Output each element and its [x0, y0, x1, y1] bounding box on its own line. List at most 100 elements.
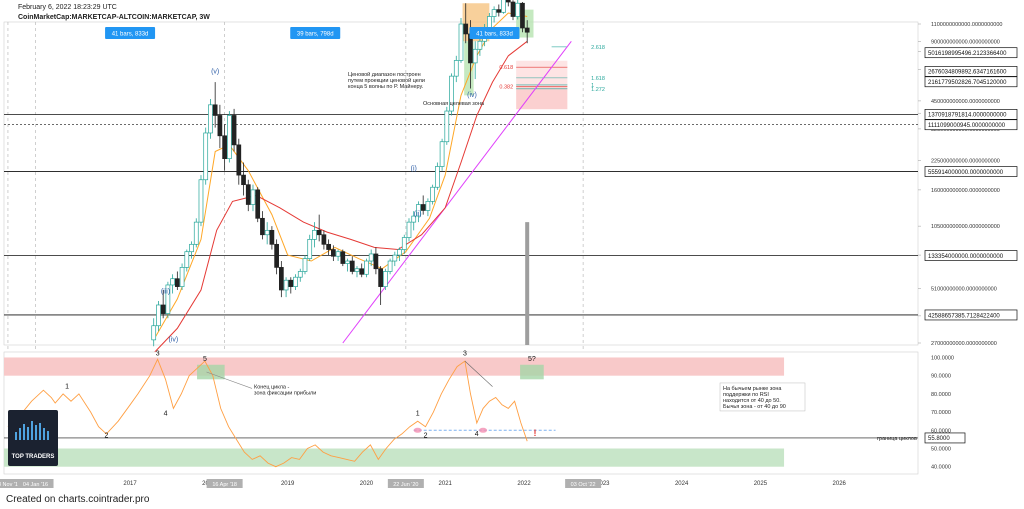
candle	[174, 271, 180, 290]
candle	[439, 138, 445, 171]
rsi-tick-label: 50.0000	[931, 447, 951, 453]
candle	[283, 277, 289, 298]
candle	[160, 289, 166, 319]
footer-credit: Created on charts.cointrader.pro	[6, 494, 150, 505]
wave-label: (iv)	[467, 92, 477, 99]
annotation-rsi-support: Бычья зона - от 40 до 90	[723, 404, 786, 410]
range-callout-label: 41 bars, 833d	[112, 32, 149, 38]
candle-body	[463, 23, 469, 35]
rsi-chart: 1 2 3 4 5 1 2 3 4 5? Конец цикла -зона фиксации пр…	[3, 351, 966, 475]
date-tag: 22 Jun '20	[393, 482, 418, 488]
candle-body	[477, 40, 483, 50]
candle-body	[439, 141, 445, 167]
candle	[345, 258, 350, 272]
range-callout-label: 41 bars, 833d	[476, 32, 513, 38]
rsi-tick-label: 70.0000	[931, 410, 951, 416]
fib-zone-lower	[516, 86, 568, 110]
candle	[401, 234, 407, 254]
logo-bars-icon	[15, 421, 49, 440]
fib-label-1: 1	[591, 83, 594, 89]
candle	[269, 226, 275, 250]
candle-body	[189, 243, 194, 253]
annotation-cycle-boundary: граница циклов	[877, 436, 917, 442]
price-label-box	[924, 250, 1018, 261]
candle-body	[241, 174, 246, 186]
price-label-box	[924, 76, 1018, 88]
rsi-wave-label: 1	[65, 383, 69, 390]
candle-body	[208, 104, 213, 134]
candle	[288, 277, 294, 294]
candle	[425, 198, 431, 217]
annotation-cycle-end: Конец цикла -	[254, 385, 290, 391]
price-label: 2676034809892.6347161600	[928, 70, 1007, 76]
candle	[279, 261, 284, 298]
rsi-connector	[464, 360, 493, 387]
candle-body	[524, 27, 530, 33]
rsi-box-2	[520, 364, 544, 380]
rsi-wave-label: 5?	[528, 356, 536, 363]
candle-body	[420, 204, 426, 211]
candle	[515, 0, 521, 20]
candle-body	[288, 279, 294, 287]
candle-body	[217, 115, 223, 137]
wave-box-green	[464, 41, 474, 96]
rsi-tick-label: 100.0000	[931, 355, 954, 361]
candle	[208, 99, 213, 139]
candle	[331, 245, 336, 262]
range-callout-box	[469, 27, 520, 39]
candle-body	[222, 135, 227, 160]
price-label: 1111099000945.0000000000	[928, 123, 1006, 129]
date-tag: 03 Oct '22	[571, 482, 596, 488]
rsi-wave-label: 1	[416, 411, 420, 418]
rsi-connector	[206, 371, 253, 389]
candle-body	[321, 234, 327, 245]
rsi-tick-label: 80.0000	[931, 392, 951, 398]
candle-body	[269, 229, 275, 245]
main-pane	[3, 21, 919, 346]
candle-body	[335, 251, 341, 257]
date-tag-box	[387, 479, 424, 488]
price-axis: 1100000000000.0000000000800000000000.000…	[918, 22, 1018, 347]
y-tick-label: 1100000000000.0000000000	[931, 22, 1002, 28]
candle-body	[411, 215, 417, 223]
candle-body	[264, 229, 270, 236]
date-tag-box	[0, 479, 26, 488]
rsi-tick-label: 60.0000	[931, 428, 951, 434]
candle	[387, 258, 393, 275]
candle-body	[501, 0, 506, 13]
candle-body	[297, 271, 303, 278]
candle-body	[245, 184, 251, 205]
rsi-wave-label: 2	[424, 433, 428, 440]
candle	[420, 195, 426, 215]
candle	[312, 222, 317, 248]
candle	[340, 249, 346, 267]
candle	[368, 249, 374, 267]
wave-label: (v)	[211, 68, 219, 75]
candle-body	[349, 260, 355, 272]
candle	[354, 266, 360, 278]
candle-body	[193, 221, 199, 245]
candle	[241, 162, 246, 196]
candle	[293, 274, 298, 290]
candle	[397, 247, 402, 262]
candle-body	[505, 0, 511, 3]
candle-body	[184, 251, 190, 268]
rsi-wave-label: 2	[104, 433, 108, 440]
candle-body	[359, 268, 365, 275]
candle	[416, 201, 421, 223]
candle	[458, 17, 464, 63]
candle-body	[151, 325, 157, 341]
candle	[463, 3, 469, 44]
y-tick-label: 225000000000.0000000000	[931, 159, 1000, 165]
rsi-wave-label: 4	[164, 411, 168, 418]
candle	[364, 258, 369, 278]
candle-body	[283, 279, 289, 291]
top-traders-logo: TOP TRADERS	[8, 410, 58, 466]
candle	[184, 249, 190, 272]
candle-body	[364, 260, 369, 275]
candle-body	[449, 75, 454, 112]
rsi-zone-red	[4, 357, 785, 376]
fib-label-0.618: 0.618	[499, 65, 513, 71]
wave-label: (iii)	[161, 288, 170, 295]
